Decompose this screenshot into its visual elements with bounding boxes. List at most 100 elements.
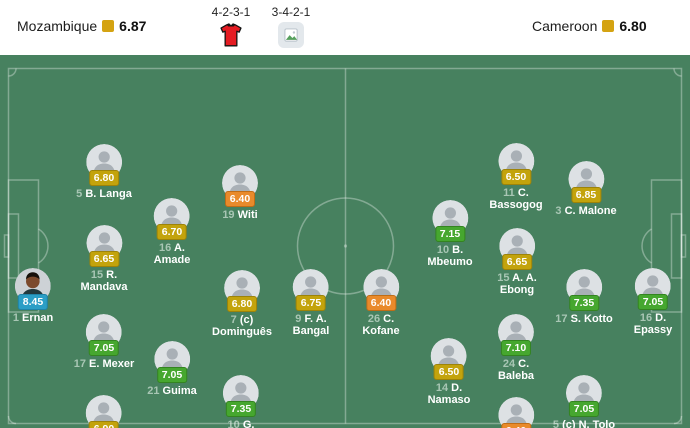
- player-chip-home-5[interactable]: 6.80 5 B. Langa: [76, 144, 132, 200]
- player-rating-badge: 7.05: [88, 340, 119, 356]
- player-chip-away-14[interactable]: 6.50 14 D. Namaso: [428, 338, 470, 406]
- player-name: 5 B. Langa: [76, 188, 132, 200]
- player-rating-badge: 7.05: [638, 294, 668, 310]
- away-formation-block: 3-4-2-1: [259, 6, 323, 49]
- player-number: 26: [367, 313, 384, 325]
- away-team-rating: 6.80: [619, 18, 647, 34]
- home-rating-color-square: [102, 20, 115, 32]
- player-rating-badge: 6.80: [227, 296, 257, 312]
- player-number: 5: [76, 188, 86, 200]
- pitch-markings: [3, 67, 687, 425]
- pitch: 8.45 1 Ernan 6.80 5 B. Langa 6.65 15 R. Mandav…: [0, 55, 690, 428]
- home-formation-block: 4-2-3-1: [199, 6, 263, 49]
- player-chip-home-17[interactable]: 7.05 17 E. Mexer: [73, 314, 135, 370]
- away-team-name: Cameroon: [532, 18, 598, 34]
- player-rating-badge: 7.35: [569, 295, 599, 311]
- player-rating-badge: 6.40: [500, 423, 531, 428]
- player-name: 9 F. A. Bangal: [292, 313, 330, 337]
- player-name: 7 (c) Dominguês: [212, 314, 272, 338]
- player-chip-away-13[interactable]: 6.4013 D.Yongwa: [495, 397, 536, 428]
- player-name: 21 Guima: [147, 385, 197, 397]
- player-number: 16: [639, 312, 656, 324]
- player-number: 16: [159, 242, 174, 254]
- player-name: 19 Witi: [222, 209, 258, 221]
- player-chip-home-10[interactable]: 7.35 10 G.Catamo: [221, 375, 261, 428]
- away-formation-label: 3-4-2-1: [271, 5, 311, 19]
- player-chip-away-10[interactable]: 7.15 10 B. Mbeumo: [427, 200, 473, 268]
- player-name: 24 C. Baleba: [497, 358, 535, 382]
- player-number: 10: [227, 419, 243, 428]
- player-rating-badge: 8.45: [18, 294, 48, 310]
- player-rating-badge: 7.05: [157, 367, 187, 383]
- player-name: 15 A. A. Ebong: [497, 272, 537, 296]
- player-number: 5: [552, 419, 563, 428]
- player-chip-away-3[interactable]: 6.85 3 C. Malone: [555, 161, 617, 217]
- player-chip-home-9[interactable]: 6.75 9 F. A. Bangal: [292, 269, 330, 337]
- player-number: 10: [436, 244, 453, 256]
- players-layer: 8.45 1 Ernan 6.80 5 B. Langa 6.65 15 R. Mandav…: [0, 55, 690, 428]
- player-number: 11: [503, 187, 518, 199]
- player-name: 17 E. Mexer: [73, 358, 135, 370]
- player-rating-badge: 6.70: [157, 224, 187, 240]
- jersey-red-icon: [217, 21, 245, 49]
- player-number: 24: [502, 358, 519, 370]
- player-chip-home-15[interactable]: 6.65 15 R. Mandava: [80, 225, 128, 293]
- player-chip-home-7[interactable]: 6.80 7 (c) Dominguês: [212, 270, 272, 338]
- player-chip-away-5[interactable]: 7.05 5 (c) N. Tolo: [553, 375, 615, 428]
- player-name: 5 (c) N. Tolo: [553, 419, 615, 428]
- player-rating-badge: 7.35: [226, 401, 256, 417]
- player-name: 26 C. Kofane: [362, 313, 400, 337]
- player-rating-badge: 6.90: [88, 421, 119, 428]
- player-name: 15 R. Mandava: [80, 269, 128, 293]
- player-chip-away-17[interactable]: 7.35 17 S. Kotto: [555, 269, 613, 325]
- player-name: 11 C. Bassogog: [489, 187, 543, 211]
- player-rating-badge: 7.10: [500, 340, 531, 356]
- player-chip-away-26[interactable]: 6.40 26 C. Kofane: [362, 269, 400, 337]
- player-rating-badge: 6.75: [296, 295, 326, 311]
- player-number: 19: [222, 209, 238, 221]
- player-rating-badge: 6.40: [225, 191, 255, 207]
- player-number: 1: [12, 312, 22, 324]
- player-name: 1 Ernan: [12, 312, 54, 324]
- player-number: 9: [295, 313, 305, 325]
- player-rating-badge: 7.05: [569, 401, 599, 417]
- player-number: 15: [90, 269, 107, 281]
- player-chip-home-21[interactable]: 7.05 21 Guima: [147, 341, 197, 397]
- home-team-name: Mozambique: [17, 18, 98, 34]
- player-name: 10 G.Catamo: [221, 419, 261, 428]
- player-chip-away-24[interactable]: 7.10 24 C. Baleba: [498, 314, 534, 382]
- home-team-rating: 6.87: [119, 18, 147, 34]
- player-name: 17 S. Kotto: [555, 313, 613, 325]
- player-rating-badge: 6.65: [88, 251, 119, 267]
- player-rating-badge: 6.40: [366, 295, 396, 311]
- player-number: 3: [555, 205, 565, 217]
- player-number: 17: [555, 313, 571, 325]
- player-name: 3 C. Malone: [555, 205, 617, 217]
- lineups-header: Mozambique 6.87 4-2-3-1 3-4-2-1: [0, 0, 690, 55]
- broken-image-icon: [277, 21, 305, 49]
- player-rating-badge: 6.50: [433, 364, 464, 380]
- player-number: 15: [497, 272, 513, 284]
- player-rating-badge: 6.65: [501, 254, 532, 270]
- player-chip-home-16[interactable]: 6.70 16 A. Amade: [153, 198, 191, 266]
- player-rating-badge: 7.15: [434, 226, 465, 242]
- home-team-block: Mozambique 6.87: [17, 18, 146, 34]
- player-number: 21: [147, 385, 163, 397]
- player-chip-home-1[interactable]: 8.45 1 Ernan: [13, 268, 53, 324]
- player-number: 17: [73, 358, 90, 370]
- player-name: 16 D. Epassy: [633, 312, 673, 336]
- player-chip-away-15[interactable]: 6.65 15 A. A. Ebong: [497, 228, 537, 296]
- player-rating-badge: 6.50: [501, 169, 531, 185]
- away-team-block: Cameroon 6.80: [532, 18, 647, 34]
- player-chip-home-19[interactable]: 6.40 19 Witi: [222, 165, 258, 221]
- player-chip-home-23[interactable]: 6.9023 D. Calila: [75, 395, 134, 428]
- home-formation-label: 4-2-3-1: [211, 5, 251, 19]
- away-rating-color-square: [602, 20, 615, 32]
- player-chip-away-16[interactable]: 7.05 16 D. Epassy: [633, 268, 673, 336]
- player-chip-away-11[interactable]: 6.50 11 C. Bassogog: [489, 143, 543, 211]
- player-number: 14: [435, 382, 452, 394]
- player-number: 7: [230, 314, 240, 326]
- player-name: 16 A. Amade: [153, 242, 191, 266]
- player-rating-badge: 6.85: [570, 187, 601, 203]
